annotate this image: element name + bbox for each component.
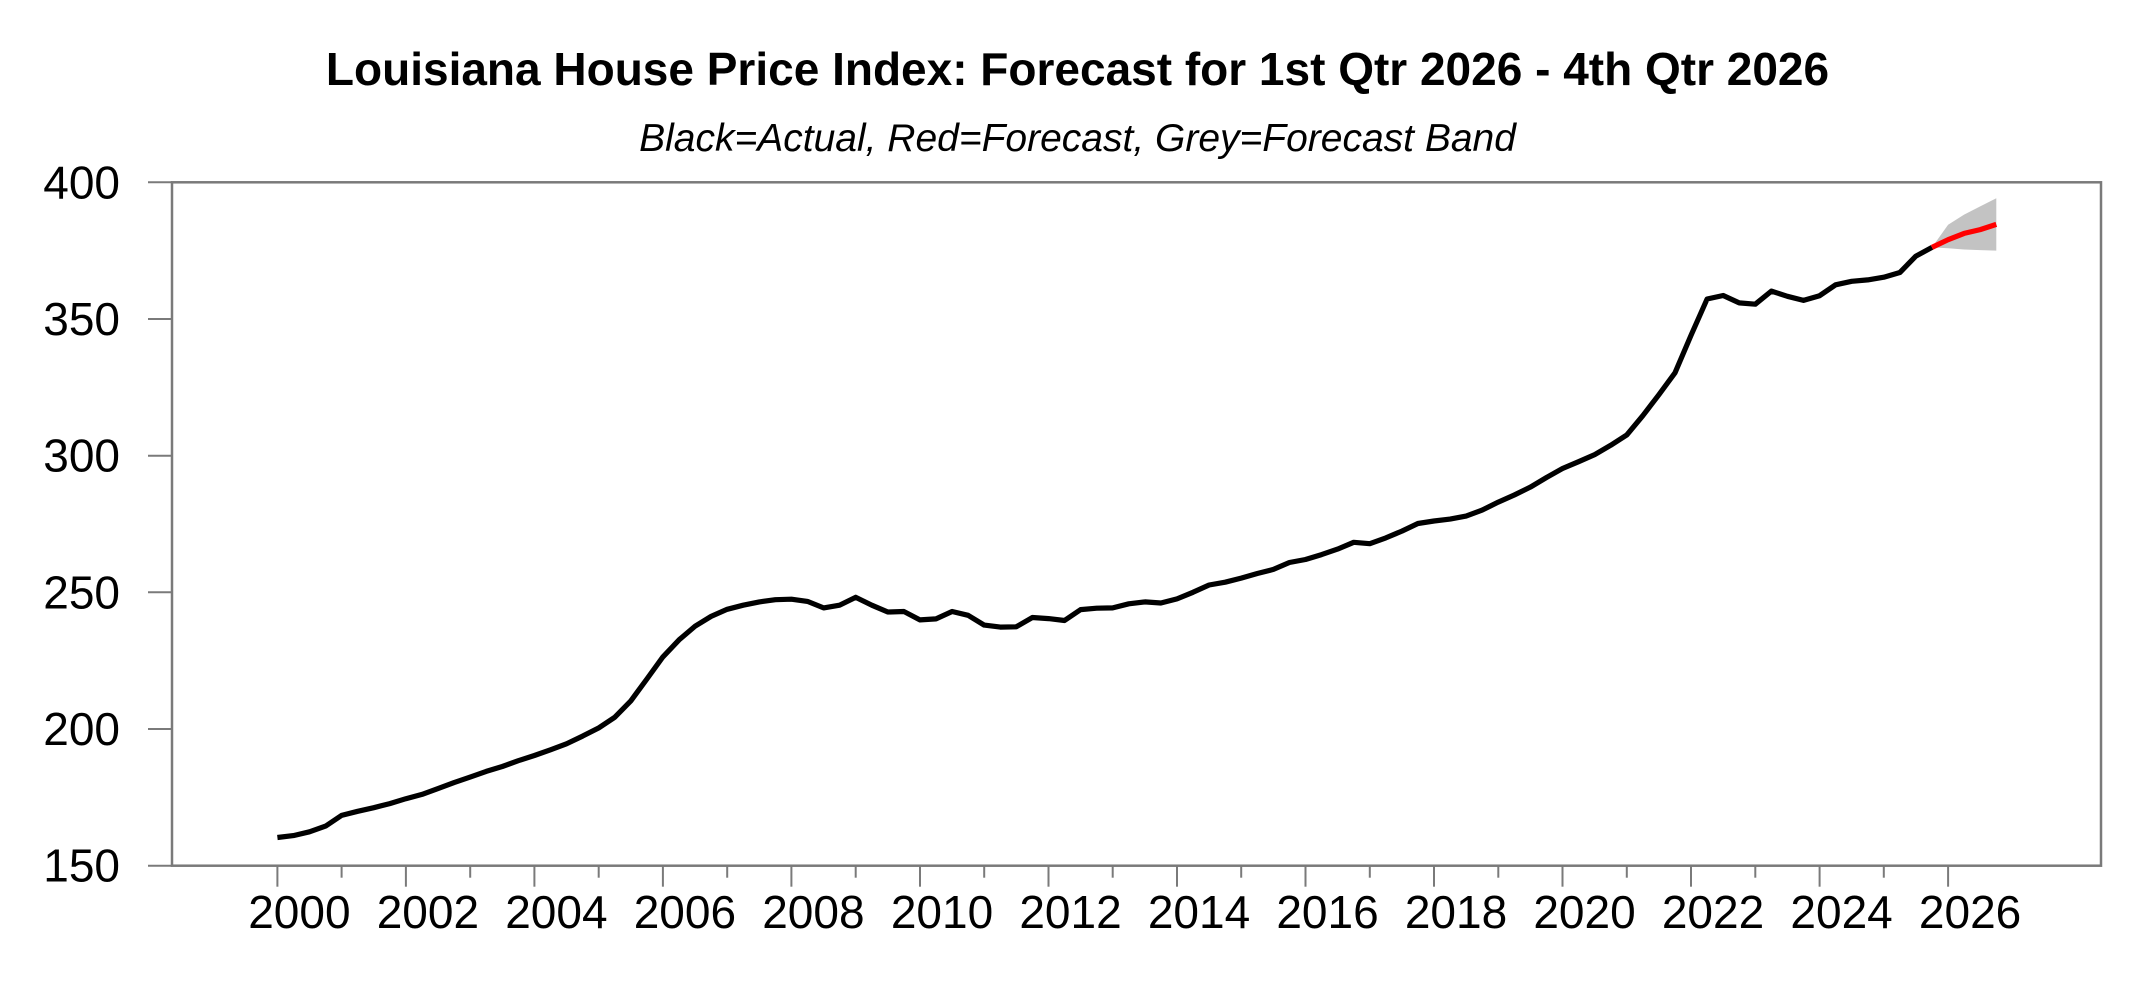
y-tick-label: 250 — [43, 566, 120, 618]
x-tick-label: 2014 — [1148, 886, 1250, 938]
x-tick-label: 2004 — [505, 886, 607, 938]
x-tick-label: 2026 — [1919, 886, 2021, 938]
plot-border — [170, 181, 2103, 867]
forecast-series-line — [1930, 221, 1998, 250]
y-tick-label: 300 — [43, 430, 120, 482]
x-tick-label: 2000 — [248, 886, 350, 938]
x-tick-label: 2010 — [891, 886, 993, 938]
x-tick-label: 2024 — [1790, 886, 1892, 938]
x-tick-label: 2020 — [1533, 886, 1635, 938]
y-tick-label: 200 — [43, 703, 120, 755]
x-tick-label: 2016 — [1276, 886, 1378, 938]
x-tick-label: 2006 — [634, 886, 736, 938]
x-tick-label: 2008 — [762, 886, 864, 938]
chart-subtitle: Black=Actual, Red=Forecast, Grey=Forecas… — [639, 117, 1516, 160]
x-tick-label: 2018 — [1405, 886, 1507, 938]
y-tick-label: 350 — [43, 293, 120, 345]
x-tick-label: 2022 — [1662, 886, 1764, 938]
x-tick-label: 2012 — [1019, 886, 1121, 938]
actual-series-line — [277, 245, 1934, 841]
chart-title: Louisiana House Price Index: Forecast fo… — [325, 43, 1830, 95]
y-tick-label: 150 — [43, 840, 120, 892]
y-tick-label: 400 — [43, 156, 120, 208]
x-tick-label: 2002 — [377, 886, 479, 938]
